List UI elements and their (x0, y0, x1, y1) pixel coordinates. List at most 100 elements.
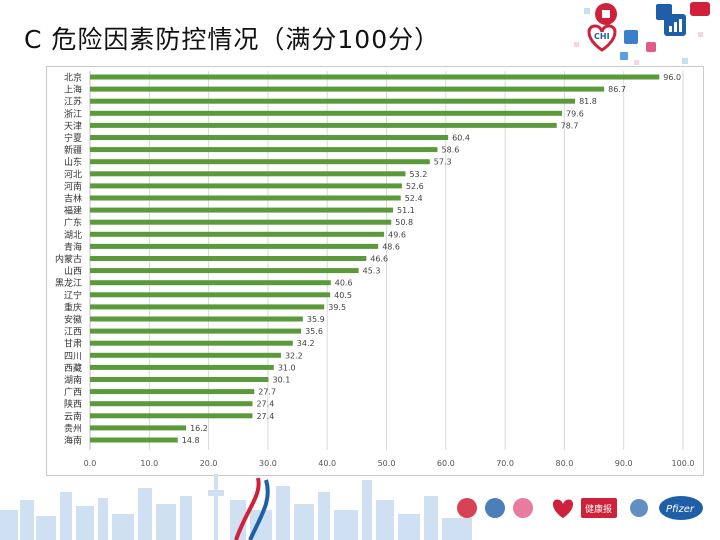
sponsor-logo-3-icon (513, 498, 533, 518)
category-label: 四川 (64, 352, 82, 362)
bar (90, 86, 605, 92)
data-label: 53.2 (409, 170, 427, 179)
bar (90, 316, 303, 322)
pink-app-icon (646, 42, 656, 52)
data-label: 34.2 (297, 339, 315, 348)
data-label: 32.2 (285, 351, 303, 360)
sponsor-logo-6-icon (630, 499, 648, 517)
category-label: 海南 (64, 435, 82, 447)
data-label: 52.4 (405, 194, 423, 203)
data-label: 81.8 (579, 97, 597, 106)
category-label: 江苏 (64, 96, 82, 108)
category-label: 辽宁 (64, 289, 82, 301)
category-label: 湖北 (64, 230, 82, 241)
bar (90, 352, 281, 358)
bar (90, 147, 438, 153)
bar (90, 219, 392, 225)
category-label: 河南 (64, 180, 82, 192)
x-tick-label: 0.0 (84, 459, 97, 468)
bar (90, 98, 576, 104)
bar (90, 183, 402, 189)
category-label: 江西 (64, 327, 82, 338)
data-label: 31.0 (278, 363, 296, 372)
bar-chart: 0.0 10.0 20.0 30.0 40.0 50.0 60.0 70.0 80.0 90.0 1… (55, 71, 695, 468)
category-label: 广西 (64, 386, 82, 398)
data-label: 27.7 (258, 388, 276, 397)
category-label: 青海 (64, 241, 82, 253)
category-label: 福建 (64, 205, 82, 217)
bar (90, 195, 401, 201)
bar (90, 171, 406, 177)
category-label: 宁夏 (64, 132, 82, 144)
category-label: 天津 (64, 121, 82, 132)
bar (90, 304, 325, 310)
category-label: 广东 (64, 217, 82, 229)
data-label: 79.6 (566, 109, 584, 118)
blue-app-icon-2 (624, 30, 638, 44)
bar (90, 292, 331, 298)
bar (90, 413, 253, 419)
top-logos-cluster: CHI (574, 2, 710, 65)
sponsor-logos-row: 健康报 Pfizer (457, 496, 703, 520)
category-label: 新疆 (64, 144, 82, 156)
x-tick-label: 70.0 (496, 459, 514, 468)
bar (90, 231, 385, 237)
category-label: 重庆 (64, 301, 82, 313)
bar (90, 110, 563, 116)
category-label: 山东 (64, 156, 82, 168)
category-label: 上海 (64, 84, 82, 96)
bar (90, 328, 302, 334)
pfizer-logo-icon (659, 496, 703, 520)
data-label: 86.7 (608, 85, 626, 94)
data-label: 35.6 (305, 327, 323, 336)
data-label: 60.4 (452, 134, 470, 143)
data-label: 78.7 (561, 121, 579, 130)
data-label: 14.8 (182, 436, 200, 445)
bar (90, 340, 293, 346)
data-label: 40.6 (335, 279, 353, 288)
bar (90, 256, 367, 261)
data-label: 45.3 (363, 267, 381, 276)
bar (90, 364, 274, 370)
data-label: 58.6 (441, 146, 459, 155)
category-label: 浙江 (64, 108, 82, 120)
small-blue-icon (620, 52, 628, 60)
bar (90, 268, 359, 274)
heart-chi-logo-icon (587, 24, 617, 52)
bar (90, 389, 255, 395)
category-label: 贵州 (64, 422, 82, 434)
x-tick-label: 100.0 (672, 459, 695, 468)
bar (90, 425, 187, 431)
category-label: 内蒙古 (55, 253, 82, 265)
data-label: 27.4 (256, 412, 274, 421)
bar (90, 243, 379, 249)
bar (90, 135, 449, 140)
chi-logo-text: CHI (594, 32, 610, 41)
category-label: 河北 (64, 168, 82, 180)
data-label: 27.4 (256, 400, 274, 409)
data-label: 35.9 (307, 315, 325, 324)
category-label: 湖南 (64, 374, 82, 386)
x-tick-label: 40.0 (318, 459, 336, 468)
data-label: 51.1 (397, 206, 415, 215)
bar (90, 437, 178, 443)
bar (90, 280, 331, 286)
x-tick-label: 50.0 (378, 459, 396, 468)
x-tick-label: 80.0 (555, 459, 573, 468)
x-tick-label: 10.0 (140, 459, 158, 468)
bar (90, 74, 660, 80)
data-label: 40.5 (334, 291, 352, 300)
pfizer-logo-text: Pfizer (666, 504, 695, 515)
data-label: 50.8 (395, 218, 413, 227)
sponsor-logo-1-icon (457, 498, 477, 518)
category-label: 山西 (64, 266, 82, 277)
heart-sponsor-logo-icon (553, 499, 573, 518)
category-label: 北京 (64, 72, 82, 84)
data-label: 39.5 (328, 303, 346, 312)
bar (90, 377, 269, 382)
data-label: 57.3 (434, 158, 452, 167)
health-news-logo-icon (581, 498, 617, 518)
category-label: 陕西 (64, 398, 82, 410)
bar (90, 401, 253, 407)
data-label: 49.6 (388, 230, 406, 239)
